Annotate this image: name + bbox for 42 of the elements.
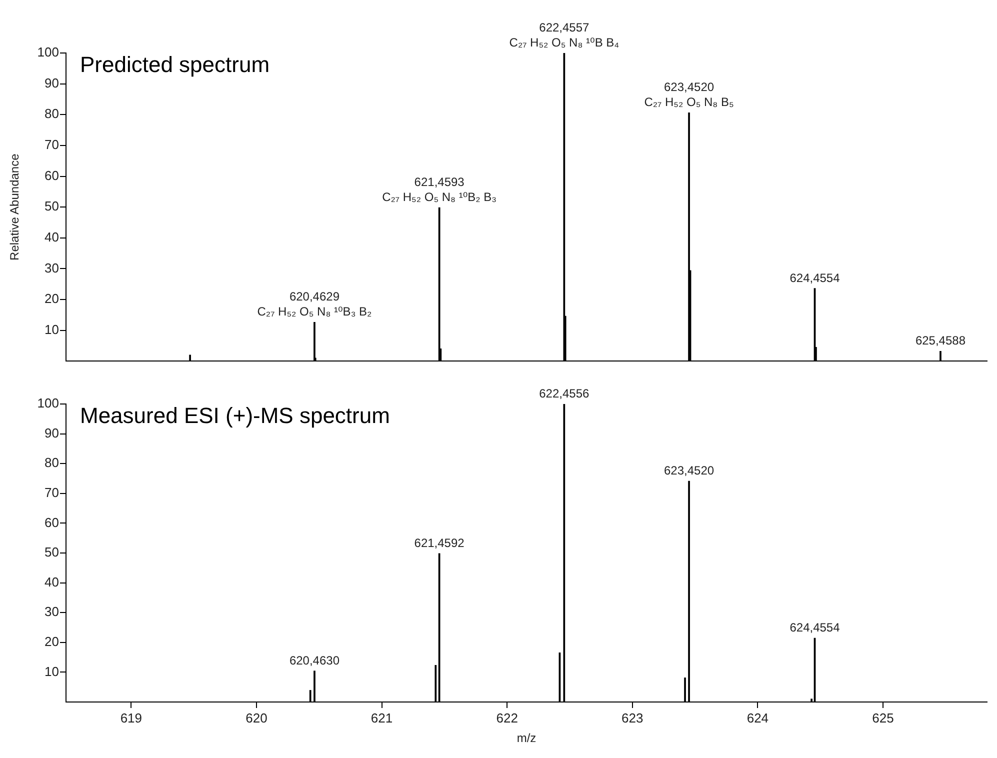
annotation: 623,4520: [664, 463, 714, 478]
y-tick-label: 70: [44, 137, 59, 152]
annotation: 622,4557 C₂₇ H₅₂ O₅ N₈ ¹⁰B B₄: [509, 20, 620, 50]
annotation: 621,4593 C₂₇ H₅₂ O₅ N₈ ¹⁰B₂ B₃: [382, 175, 497, 204]
x-tick-label: 623: [622, 710, 644, 726]
annotation: 620,4630: [289, 653, 340, 668]
y-tick-label: 80: [44, 106, 59, 122]
x-tick-label: 622: [496, 710, 518, 726]
y-tick-label: 50: [44, 198, 59, 214]
chart-title: Predicted spectrum: [80, 52, 270, 78]
x-tick-label: 625: [872, 710, 894, 726]
y-tick-label: 80: [44, 455, 59, 470]
x-tick-label: 624: [746, 710, 769, 726]
x-tick-label: 619: [120, 710, 142, 726]
y-tick-label: 70: [44, 484, 59, 500]
x-tick-label: 621: [370, 710, 393, 726]
x-tick-label: 620: [246, 710, 268, 726]
y-tick-label: 100: [37, 396, 59, 411]
y-tick-label: 20: [44, 634, 59, 649]
y-tick-label: 10: [44, 664, 59, 679]
y-tick-label: 90: [44, 75, 59, 90]
annotation: 625,4588: [915, 334, 966, 348]
annotation: 622,4556: [539, 386, 590, 400]
annotation: 623,4520 C₂₇ H₅₂ O₅ N₈ B₅: [644, 80, 734, 110]
annotation: 620,4629 C₂₇ H₅₂ O₅ N₈ ¹⁰B₃ B₂: [257, 290, 372, 319]
annotation: 624,4554: [790, 620, 840, 635]
chart-title: Measured ESI (+)-MS spectrum: [80, 403, 390, 428]
y-tick-label: 90: [44, 425, 59, 440]
y-tick-label: 60: [44, 168, 59, 183]
y-tick-label: 20: [44, 291, 59, 306]
y-tick-label: 50: [44, 544, 59, 560]
annotation: 621,4592: [414, 536, 465, 550]
y-tick-label: 60: [44, 514, 59, 530]
y-tick-label: 100: [37, 44, 59, 60]
annotation: 624,4554: [790, 270, 840, 285]
y-axis-title: Relative Abundance: [8, 153, 22, 260]
y-tick-label: 30: [44, 604, 59, 620]
y-tick-label: 10: [44, 322, 59, 337]
x-axis-title: m/z: [516, 731, 536, 746]
y-tick-label: 30: [44, 260, 59, 276]
y-tick-label: 40: [44, 574, 59, 590]
y-tick-label: 40: [44, 230, 59, 244]
